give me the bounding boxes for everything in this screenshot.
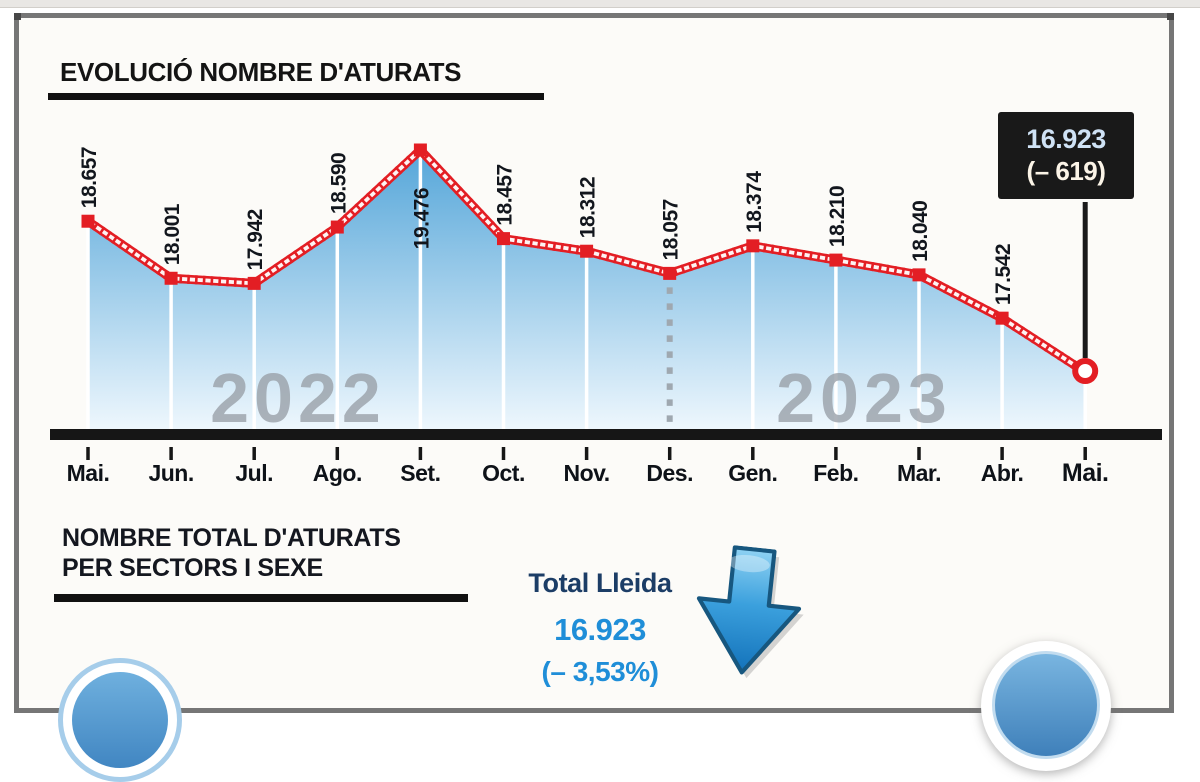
down-arrow-icon — [675, 540, 820, 685]
callout-value: 16.923 — [1026, 124, 1106, 155]
sectors-title-line2: PER SECTORS I SEXE — [62, 554, 323, 582]
value-label: 18.374 — [743, 171, 766, 233]
x-axis-tick — [335, 447, 340, 460]
month-label: Oct. — [482, 460, 525, 486]
down-arrow-svg — [696, 545, 804, 679]
sectors-section-title: NOMBRE TOTAL D'ATURATS PER SECTORS I SEX… — [62, 523, 401, 583]
x-axis-tick — [834, 447, 838, 460]
x-axis-tick — [86, 447, 90, 460]
frame-corner-left — [14, 13, 21, 20]
data-point — [247, 276, 261, 290]
value-label: 18.657 — [78, 147, 101, 208]
month-label: Des. — [646, 460, 693, 486]
data-point — [995, 311, 1009, 325]
data-point — [746, 239, 760, 253]
x-axis-tick — [667, 447, 672, 460]
chart-title-underline — [48, 93, 544, 100]
unemployment-evolution-chart: 2022 2023 Mai. Jun. Jul. Ago. Set. Oct. Nov. Des.… — [50, 143, 1162, 487]
x-axis-tick — [252, 447, 256, 460]
callout-delta: (– 619) — [1026, 156, 1106, 187]
data-point — [663, 266, 677, 280]
total-lleida-label: Total Lleida — [528, 568, 672, 598]
month-label: Gen. — [728, 460, 777, 486]
data-point — [497, 232, 510, 246]
month-label: Mai. — [67, 460, 110, 486]
value-label: 17.542 — [992, 244, 1015, 305]
x-axis-tick — [418, 447, 423, 460]
x-axis-tick — [1000, 447, 1004, 460]
x-axis-tick — [1083, 447, 1087, 460]
value-label: 18.312 — [577, 177, 600, 238]
month-label: Abr. — [981, 460, 1024, 486]
data-point — [81, 214, 95, 228]
x-axis-tick — [917, 447, 921, 460]
month-label: Feb. — [813, 460, 858, 486]
sector-badge-left-dome — [72, 672, 168, 768]
data-point-final-open — [1072, 358, 1099, 384]
value-label: 17.942 — [244, 209, 267, 270]
month-label: Jun. — [148, 460, 193, 486]
value-label: 18.457 — [494, 164, 517, 225]
year-watermark: 2022 — [210, 359, 386, 437]
data-point — [580, 244, 594, 258]
arrow-body — [696, 545, 802, 675]
month-label: Jul. — [235, 460, 273, 486]
value-label: 18.001 — [161, 203, 184, 265]
sector-badge-right-dome — [992, 651, 1100, 759]
value-label: 18.040 — [909, 201, 932, 262]
month-label: Nov. — [564, 460, 610, 486]
frame-corner-right — [1167, 13, 1174, 20]
arrow-gloss — [728, 554, 770, 573]
x-axis-tick — [751, 447, 755, 460]
sectors-title-line1: NOMBRE TOTAL D'ATURATS — [62, 524, 401, 552]
latest-value-callout: 16.923 (– 619) — [998, 112, 1134, 199]
page-top-strip — [0, 0, 1200, 8]
value-label: 19.476 — [410, 188, 433, 249]
x-axis-tick — [501, 447, 506, 460]
month-label: Mar. — [897, 460, 941, 486]
month-label: Ago. — [313, 460, 362, 486]
month-label: Set. — [400, 460, 440, 486]
x-axis-tick — [169, 447, 173, 460]
data-point — [413, 143, 427, 157]
x-axis-tick — [584, 447, 589, 460]
x-axis-bar — [50, 429, 1162, 440]
total-lleida-value: 16.923 — [554, 612, 646, 647]
chart-title: EVOLUCIÓ NOMBRE D'ATURATS — [60, 57, 462, 87]
data-point — [164, 271, 178, 285]
value-label: 18.057 — [660, 199, 683, 260]
data-point — [912, 268, 926, 282]
value-label: 18.590 — [327, 153, 350, 214]
data-point — [330, 220, 344, 234]
year-watermark: 2023 — [776, 359, 952, 437]
sectors-title-underline — [54, 594, 468, 602]
data-point — [829, 253, 843, 267]
month-label: Mai. — [1062, 459, 1109, 487]
value-label: 18.210 — [826, 186, 849, 247]
